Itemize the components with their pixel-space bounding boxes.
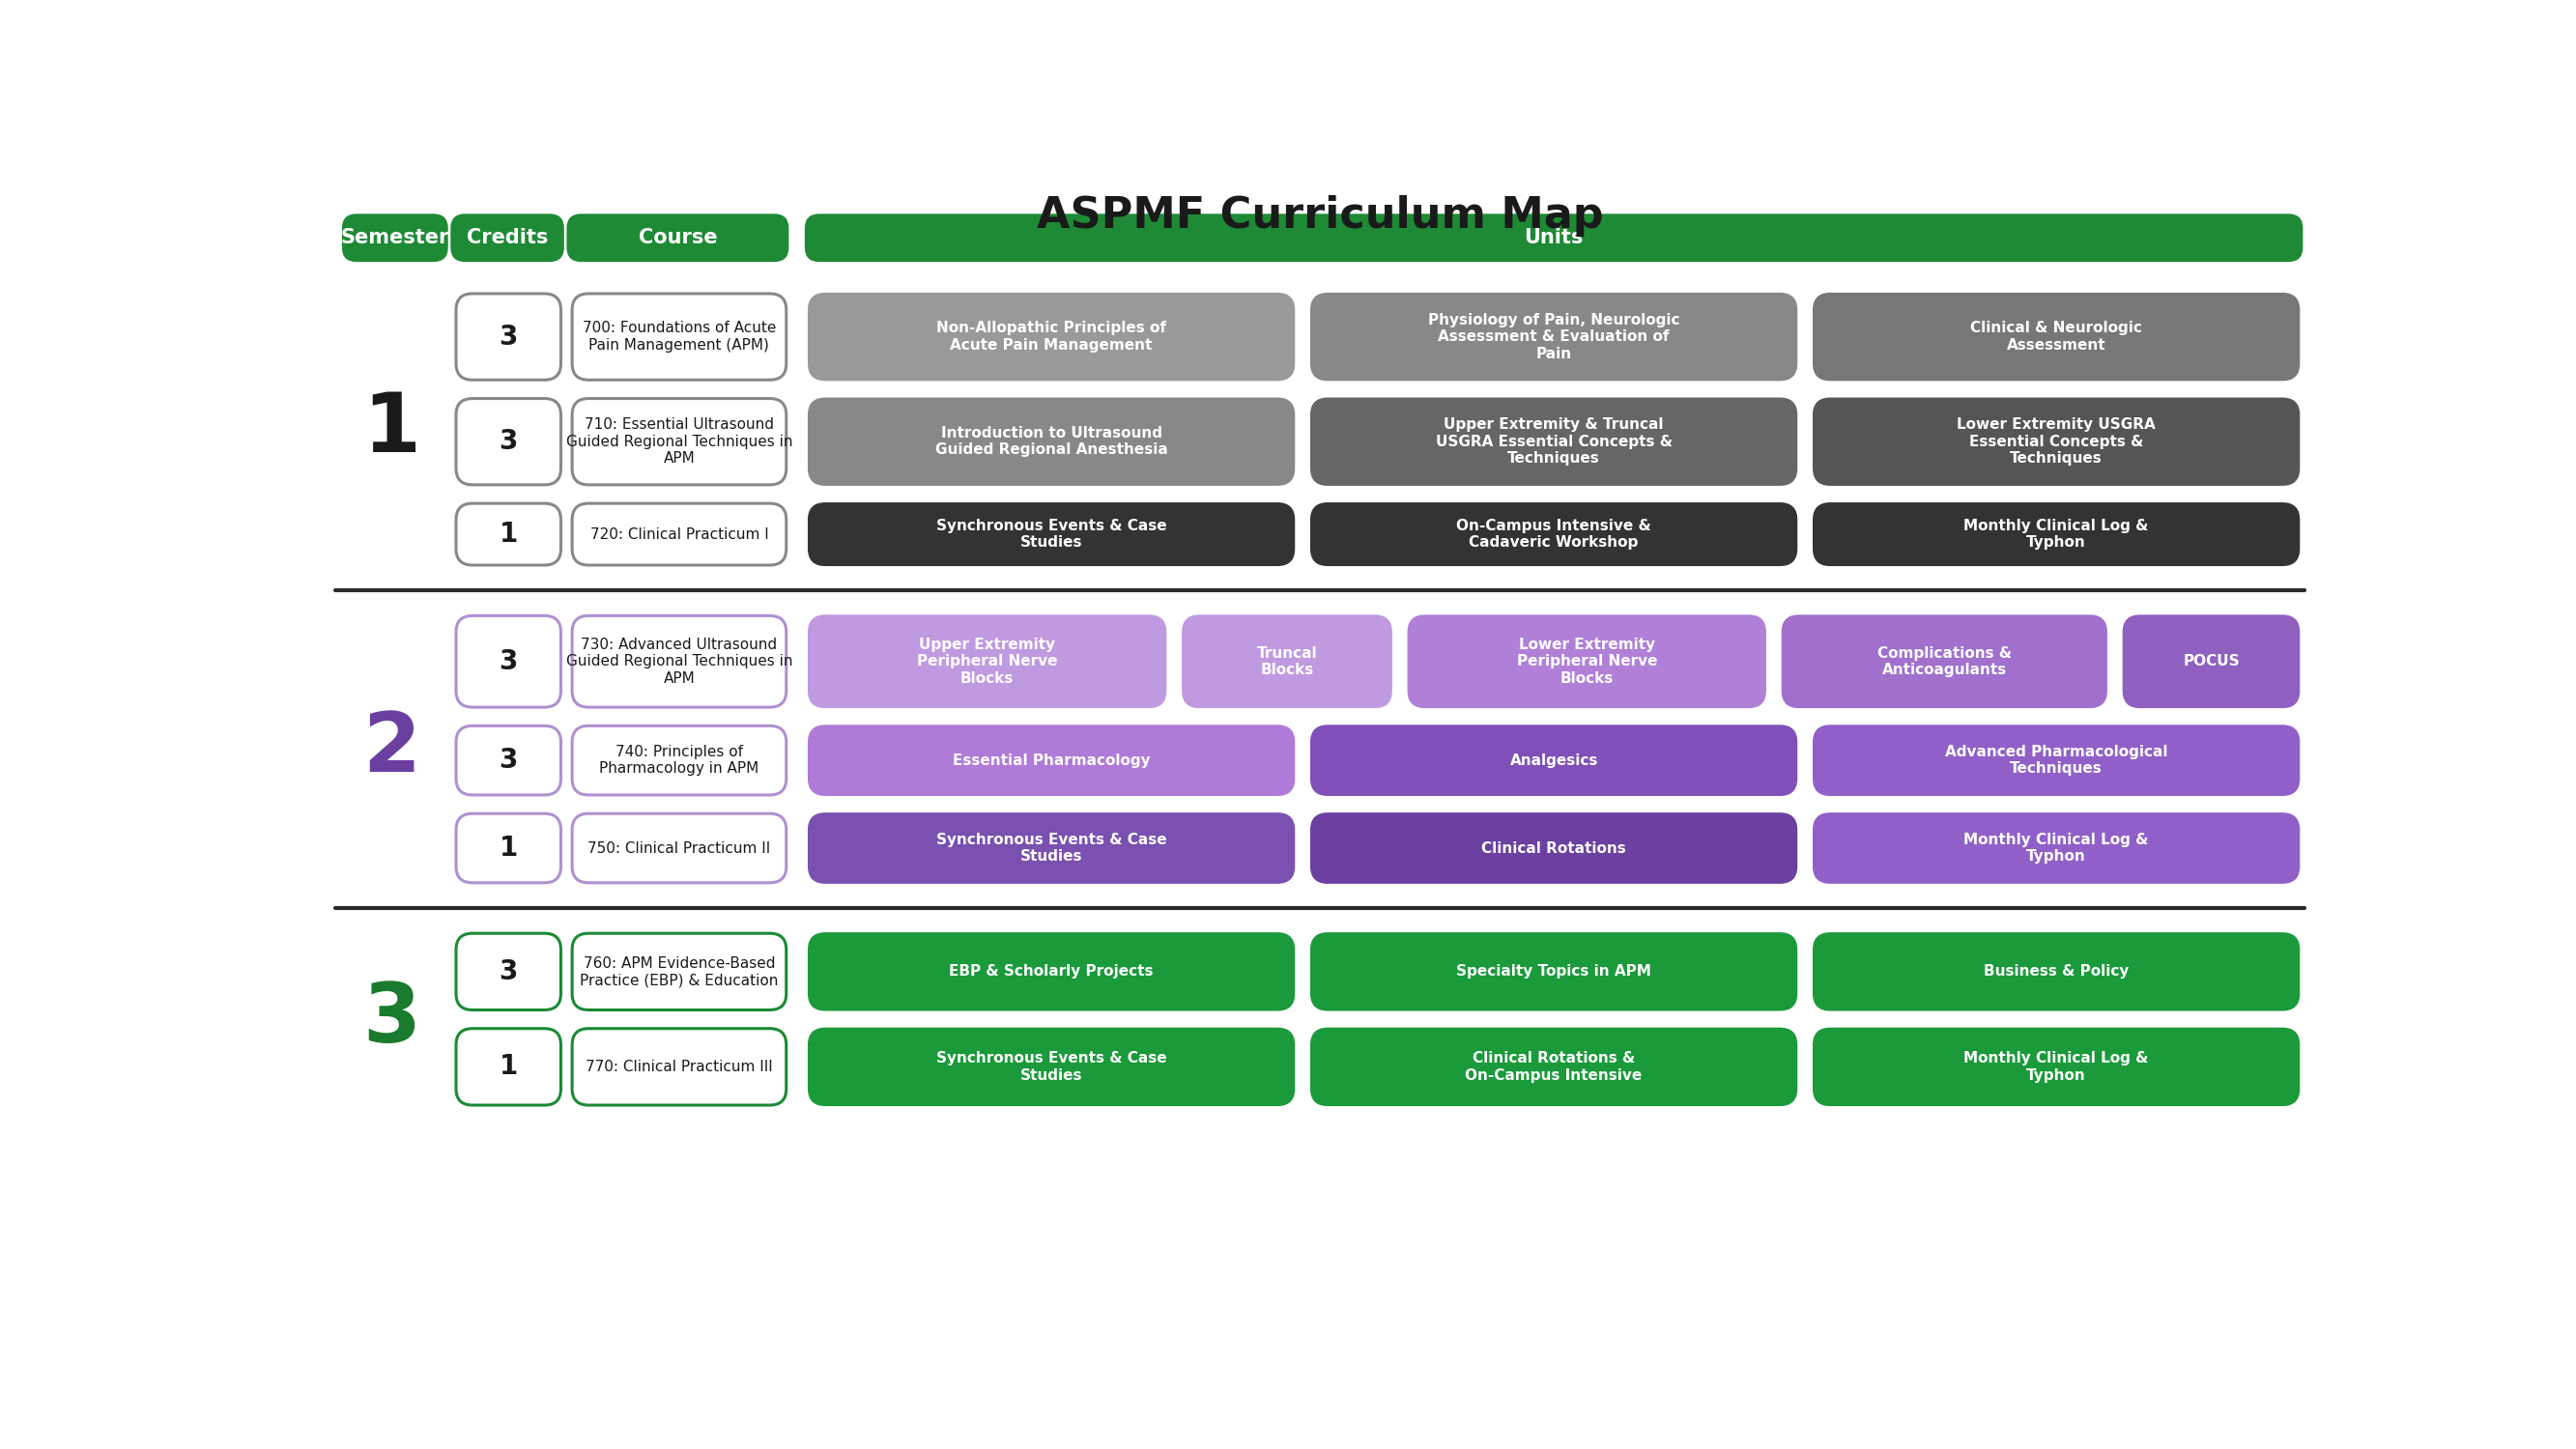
Text: Complications &
Anticoagulants: Complications & Anticoagulants <box>1878 646 2012 677</box>
Text: ASPMF Curriculum Map: ASPMF Curriculum Map <box>1036 194 1605 236</box>
Text: Physiology of Pain, Neurologic
Assessment & Evaluation of
Pain: Physiology of Pain, Neurologic Assessmen… <box>1427 313 1680 361</box>
Text: 1: 1 <box>500 520 518 548</box>
Text: 1: 1 <box>500 835 518 862</box>
Text: 1: 1 <box>500 1053 518 1081</box>
FancyBboxPatch shape <box>572 616 786 707</box>
FancyBboxPatch shape <box>572 726 786 796</box>
FancyBboxPatch shape <box>572 813 786 882</box>
FancyBboxPatch shape <box>809 933 1293 1010</box>
FancyBboxPatch shape <box>456 1029 562 1106</box>
FancyBboxPatch shape <box>456 726 562 796</box>
FancyBboxPatch shape <box>1311 398 1795 485</box>
FancyBboxPatch shape <box>451 214 564 261</box>
Text: Analgesics: Analgesics <box>1510 753 1597 768</box>
FancyBboxPatch shape <box>456 503 562 565</box>
Text: 740: Principles of
Pharmacology in APM: 740: Principles of Pharmacology in APM <box>600 745 760 777</box>
FancyBboxPatch shape <box>2123 616 2298 707</box>
Text: 720: Clinical Practicum I: 720: Clinical Practicum I <box>590 527 768 542</box>
Text: Lower Extremity USGRA
Essential Concepts &
Techniques: Lower Extremity USGRA Essential Concepts… <box>1958 417 2156 465</box>
Text: Monthly Clinical Log &
Typhon: Monthly Clinical Log & Typhon <box>1963 1051 2148 1082</box>
Text: 3: 3 <box>500 958 518 985</box>
FancyBboxPatch shape <box>1783 616 2107 707</box>
Text: Upper Extremity & Truncal
USGRA Essential Concepts &
Techniques: Upper Extremity & Truncal USGRA Essentia… <box>1435 417 1672 465</box>
Text: 770: Clinical Practicum III: 770: Clinical Practicum III <box>585 1059 773 1074</box>
FancyBboxPatch shape <box>572 933 786 1010</box>
FancyBboxPatch shape <box>1409 616 1765 707</box>
FancyBboxPatch shape <box>1814 398 2298 485</box>
FancyBboxPatch shape <box>1311 503 1795 565</box>
Text: 760: APM Evidence-Based
Practice (EBP) & Education: 760: APM Evidence-Based Practice (EBP) &… <box>580 956 778 987</box>
Text: Clinical Rotations &
On-Campus Intensive: Clinical Rotations & On-Campus Intensive <box>1466 1051 1643 1082</box>
Text: Clinical & Neurologic
Assessment: Clinical & Neurologic Assessment <box>1971 322 2143 352</box>
FancyBboxPatch shape <box>1814 726 2298 796</box>
FancyBboxPatch shape <box>806 214 2303 261</box>
Text: Synchronous Events & Case
Studies: Synchronous Events & Case Studies <box>935 1051 1167 1082</box>
Text: Specialty Topics in APM: Specialty Topics in APM <box>1455 965 1651 980</box>
FancyBboxPatch shape <box>809 616 1164 707</box>
FancyBboxPatch shape <box>809 726 1293 796</box>
FancyBboxPatch shape <box>456 933 562 1010</box>
FancyBboxPatch shape <box>809 503 1293 565</box>
FancyBboxPatch shape <box>809 813 1293 882</box>
Text: Introduction to Ultrasound
Guided Regional Anesthesia: Introduction to Ultrasound Guided Region… <box>935 426 1167 458</box>
Text: Essential Pharmacology: Essential Pharmacology <box>953 753 1151 768</box>
Text: 730: Advanced Ultrasound
Guided Regional Techniques in
APM: 730: Advanced Ultrasound Guided Regional… <box>567 638 793 685</box>
FancyBboxPatch shape <box>1182 616 1391 707</box>
Text: Business & Policy: Business & Policy <box>1984 965 2128 980</box>
Text: 2: 2 <box>363 709 420 790</box>
Text: 3: 3 <box>500 323 518 351</box>
FancyBboxPatch shape <box>456 294 562 380</box>
Text: 3: 3 <box>500 746 518 774</box>
Text: Synchronous Events & Case
Studies: Synchronous Events & Case Studies <box>935 833 1167 864</box>
Text: 3: 3 <box>500 648 518 675</box>
Text: Credits: Credits <box>466 227 549 248</box>
FancyBboxPatch shape <box>456 398 562 485</box>
FancyBboxPatch shape <box>456 616 562 707</box>
FancyBboxPatch shape <box>1311 813 1795 882</box>
Text: 1: 1 <box>363 390 420 469</box>
Text: Course: Course <box>639 227 716 248</box>
Text: Lower Extremity
Peripheral Nerve
Blocks: Lower Extremity Peripheral Nerve Blocks <box>1517 638 1656 685</box>
FancyBboxPatch shape <box>1814 1029 2298 1106</box>
Text: POCUS: POCUS <box>2182 653 2239 668</box>
FancyBboxPatch shape <box>1311 1029 1795 1106</box>
FancyBboxPatch shape <box>1814 933 2298 1010</box>
FancyBboxPatch shape <box>572 1029 786 1106</box>
FancyBboxPatch shape <box>572 294 786 380</box>
FancyBboxPatch shape <box>567 214 788 261</box>
FancyBboxPatch shape <box>1814 294 2298 380</box>
Text: Truncal
Blocks: Truncal Blocks <box>1257 646 1316 677</box>
Text: 3: 3 <box>500 427 518 455</box>
Text: Non-Allopathic Principles of
Acute Pain Management: Non-Allopathic Principles of Acute Pain … <box>938 322 1167 352</box>
FancyBboxPatch shape <box>809 398 1293 485</box>
FancyBboxPatch shape <box>572 398 786 485</box>
Text: Monthly Clinical Log &
Typhon: Monthly Clinical Log & Typhon <box>1963 833 2148 864</box>
Text: Semester: Semester <box>340 227 448 248</box>
Text: Units: Units <box>1525 227 1584 248</box>
Text: Synchronous Events & Case
Studies: Synchronous Events & Case Studies <box>935 519 1167 551</box>
Text: Clinical Rotations: Clinical Rotations <box>1481 840 1625 855</box>
Text: 750: Clinical Practicum II: 750: Clinical Practicum II <box>587 840 770 855</box>
Text: Upper Extremity
Peripheral Nerve
Blocks: Upper Extremity Peripheral Nerve Blocks <box>917 638 1059 685</box>
FancyBboxPatch shape <box>1311 726 1795 796</box>
Text: 700: Foundations of Acute
Pain Management (APM): 700: Foundations of Acute Pain Managemen… <box>582 322 775 352</box>
FancyBboxPatch shape <box>809 294 1293 380</box>
Text: Monthly Clinical Log &
Typhon: Monthly Clinical Log & Typhon <box>1963 519 2148 551</box>
FancyBboxPatch shape <box>1814 503 2298 565</box>
FancyBboxPatch shape <box>809 1029 1293 1106</box>
Text: 710: Essential Ultrasound
Guided Regional Techniques in
APM: 710: Essential Ultrasound Guided Regiona… <box>567 417 793 465</box>
FancyBboxPatch shape <box>1814 813 2298 882</box>
FancyBboxPatch shape <box>1311 933 1795 1010</box>
FancyBboxPatch shape <box>1311 294 1795 380</box>
Text: On-Campus Intensive &
Cadaveric Workshop: On-Campus Intensive & Cadaveric Workshop <box>1455 519 1651 551</box>
FancyBboxPatch shape <box>572 503 786 565</box>
Text: 3: 3 <box>363 980 420 1059</box>
FancyBboxPatch shape <box>456 813 562 882</box>
Text: EBP & Scholarly Projects: EBP & Scholarly Projects <box>948 965 1154 980</box>
FancyBboxPatch shape <box>343 214 448 261</box>
Text: Advanced Pharmacological
Techniques: Advanced Pharmacological Techniques <box>1945 745 2166 777</box>
